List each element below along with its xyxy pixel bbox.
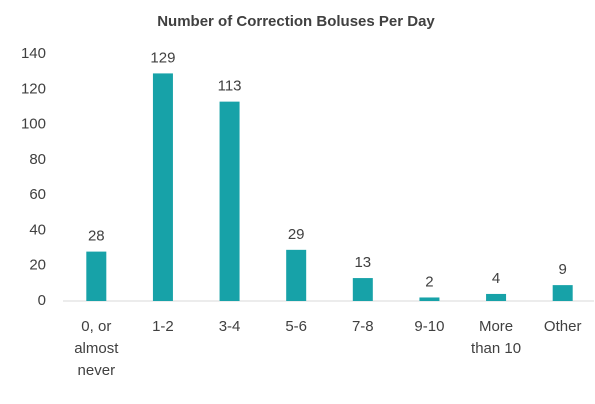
- x-tick-label: 5-6: [285, 318, 307, 335]
- y-tick-label: 80: [29, 151, 46, 168]
- y-tick-label: 140: [21, 45, 46, 62]
- x-tick-label: 7-8: [352, 318, 374, 335]
- y-tick-label: 40: [29, 221, 46, 238]
- x-tick-label: More than 10: [471, 318, 521, 357]
- x-tick-label: 9-10: [414, 318, 444, 335]
- bar: [486, 293, 507, 301]
- bar: [419, 297, 440, 301]
- bar: [552, 285, 573, 301]
- y-tick-label: 20: [29, 257, 46, 274]
- data-label: 2: [425, 273, 433, 290]
- data-label: 113: [218, 78, 242, 95]
- y-tick-label: 0: [38, 292, 46, 309]
- bar: [286, 249, 307, 301]
- y-tick-label: 120: [21, 80, 46, 97]
- bar: [219, 101, 240, 301]
- x-tick-label: 1-2: [152, 318, 174, 335]
- data-label: 28: [88, 228, 105, 245]
- bar: [152, 73, 173, 302]
- x-tick-label: Other: [544, 318, 582, 335]
- x-tick-label: 0, or almost never: [74, 318, 119, 379]
- x-tick-label: 3-4: [219, 318, 241, 335]
- data-label: 129: [150, 49, 175, 66]
- data-label: 29: [288, 226, 305, 243]
- chart-title: Number of Correction Boluses Per Day: [157, 13, 435, 30]
- data-label: 9: [559, 261, 567, 278]
- y-tick-label: 60: [29, 186, 46, 203]
- y-tick-label: 100: [21, 116, 46, 133]
- bar: [352, 278, 373, 301]
- bar: [86, 251, 107, 301]
- data-label: 4: [492, 270, 500, 287]
- data-label: 13: [354, 254, 371, 271]
